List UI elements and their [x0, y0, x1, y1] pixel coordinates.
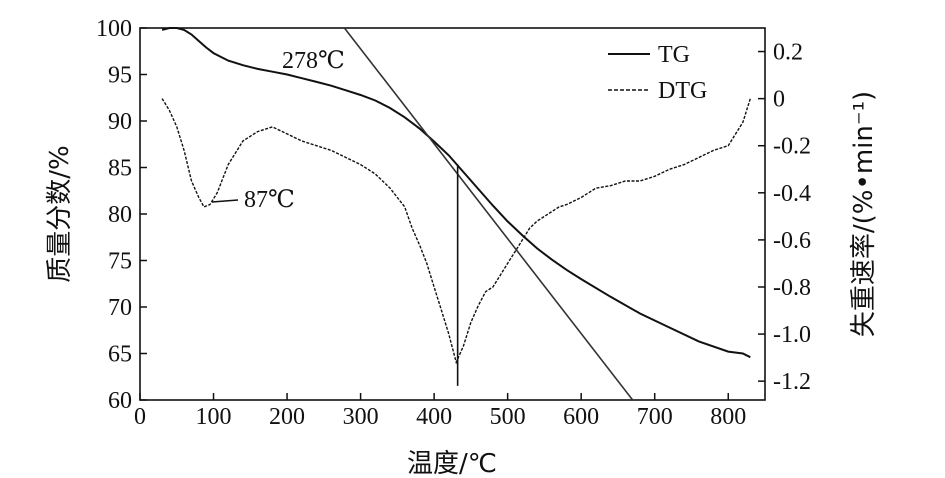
annotation-278: 278℃: [282, 48, 345, 74]
y-left-tick-label: 80: [108, 202, 132, 228]
y-right-tick-label: -1.0: [773, 322, 811, 348]
y-right-axis-ticks: -1.2 -1.0 -0.8 -0.6 -0.4 -0.2 0 0.2: [758, 40, 811, 395]
x-tick-label: 600: [563, 404, 599, 430]
annotation-87: 87℃: [244, 187, 295, 213]
y-right-tick-label: -1.2: [773, 369, 811, 395]
y-left-tick-label: 60: [108, 388, 132, 414]
series-layer: [161, 27, 751, 365]
y-right-tick-label: -0.8: [773, 275, 811, 301]
x-tick-label: 200: [269, 404, 305, 430]
y-left-axis-ticks: 60 65 70 75 80 85 90 95 100: [96, 16, 147, 414]
legend-tg-label: TG: [658, 42, 690, 68]
y-right-tick-label: -0.6: [773, 228, 811, 254]
y-right-tick-label: 0: [773, 87, 785, 113]
reference-lines: [343, 27, 634, 401]
y-right-tick-label: -0.2: [773, 134, 811, 160]
y-left-tick-label: 90: [108, 109, 132, 135]
y-left-tick-label: 65: [108, 342, 132, 368]
x-tick-label: 300: [343, 404, 379, 430]
y-right-tick-label: -0.4: [773, 181, 811, 207]
y-left-tick-label: 95: [108, 63, 132, 89]
x-tick-label: 700: [637, 404, 673, 430]
y-left-tick-label: 75: [108, 249, 132, 275]
y-left-axis-title: 质量分数/%: [45, 145, 75, 282]
x-tick-label: 400: [416, 404, 452, 430]
tg-series-line: [161, 27, 751, 359]
y-left-tick-label: 70: [108, 295, 132, 321]
tangent-line: [343, 27, 634, 401]
y-left-tick-label: 85: [108, 156, 132, 182]
dtg-series-line: [161, 98, 751, 365]
y-right-tick-label: 0.2: [773, 40, 803, 66]
x-tick-label: 800: [710, 404, 746, 430]
annotation-87-leader: [211, 199, 239, 203]
x-axis-ticks: 0 100 200 300 400 500 600 700 800: [134, 393, 746, 430]
y-right-axis-title: 失重速率/(%•min⁻¹): [849, 91, 879, 337]
x-axis-title: 温度/℃: [407, 449, 497, 478]
x-tick-label: 100: [196, 404, 232, 430]
x-tick-label: 500: [490, 404, 526, 430]
legend-dtg-label: DTG: [658, 78, 707, 104]
x-tick-label: 0: [134, 404, 146, 430]
y-left-tick-label: 100: [96, 16, 132, 42]
